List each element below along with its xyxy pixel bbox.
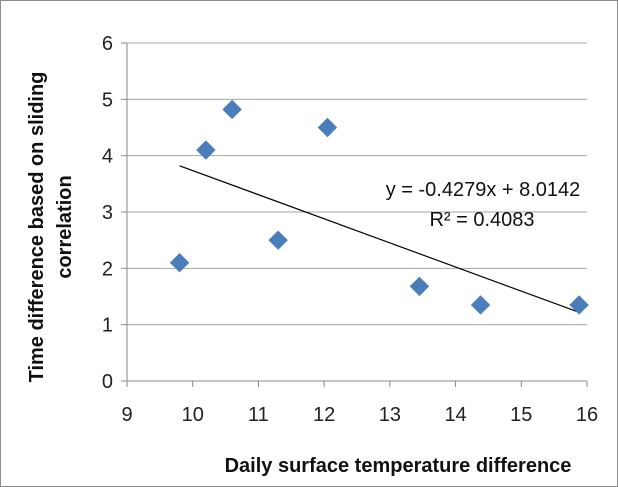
x-tick-label: 15 <box>510 404 532 426</box>
axes <box>121 42 588 387</box>
x-tick-label: 12 <box>313 404 335 426</box>
x-tick-label: 13 <box>379 404 401 426</box>
y-tick-label: 5 <box>102 89 113 111</box>
trendline <box>179 165 580 313</box>
y-tick-label: 0 <box>102 371 113 393</box>
y-tick-label: 6 <box>102 33 113 55</box>
data-point-7 <box>470 295 491 315</box>
data-point-6 <box>409 276 430 297</box>
y-tick-label: 2 <box>102 258 113 280</box>
labels: y = -0.4279x + 8.0142 R² = 0.4083 Daily … <box>26 33 598 477</box>
y-tick-label: 4 <box>102 146 113 168</box>
trendline-group <box>179 165 580 313</box>
data-point-2 <box>196 140 216 160</box>
x-tick-label: 11 <box>248 404 269 426</box>
x-tick-label: 14 <box>444 404 466 426</box>
data-point-5 <box>317 117 338 138</box>
y-axis-title-line-2: correlation <box>54 175 76 278</box>
y-tick-label: 3 <box>102 202 113 224</box>
data-point-3 <box>222 99 242 120</box>
data-points <box>169 99 589 315</box>
data-point-1 <box>169 252 190 273</box>
data-point-4 <box>268 230 288 250</box>
x-axis-title: Daily surface temperature difference <box>225 455 572 477</box>
x-tick-label: 10 <box>182 404 204 426</box>
data-point-8 <box>569 295 589 315</box>
x-tick-label: 9 <box>121 404 132 426</box>
trendline-equation: y = -0.4279x + 8.0142 <box>386 179 581 201</box>
y-tick-label: 1 <box>102 315 113 337</box>
x-tick-label: 16 <box>576 404 598 426</box>
trendline-r-squared: R² = 0.4083 <box>429 209 534 231</box>
y-axis-title-line-1: Time difference based on sliding <box>26 72 48 383</box>
